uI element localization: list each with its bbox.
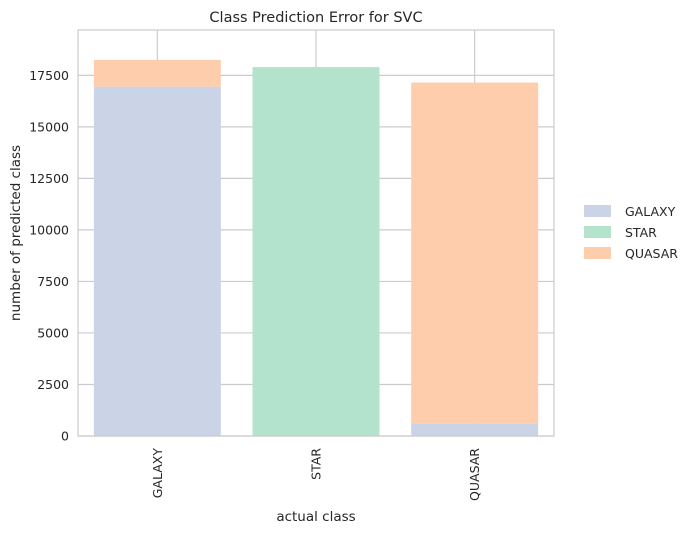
plot-frame [77,29,555,437]
y-axis-ticks: 0 2500 5000 7500 10000 12500 15000 17500 [29,68,69,444]
bar-quasar-quasar [411,82,539,424]
bar-star-star [252,67,380,437]
y-tick-label: 15000 [29,119,69,134]
y-tick-label: 12500 [29,171,69,186]
x-tick-label: STAR [309,448,324,480]
legend-label-star: STAR [625,225,657,240]
y-tick-label: 2500 [37,377,69,392]
y-tick-label: 5000 [37,325,69,340]
bars [93,59,539,437]
x-axis-label: actual class [276,509,355,525]
x-axis-ticks: GALAXY STAR QUASAR [150,448,482,501]
bar-galaxy-galaxy [93,86,221,437]
y-axis-label: number of predicted class [8,145,24,321]
x-tick-label: GALAXY [150,448,165,499]
legend: GALAXY STAR QUASAR [584,204,678,261]
bar-quasar-galaxy [411,423,539,436]
y-tick-label: 10000 [29,222,69,237]
legend-swatch-star [584,226,611,238]
chart-title: Class Prediction Error for SVC [209,10,422,26]
x-tick-label: QUASAR [467,448,482,501]
y-tick-label: 17500 [29,68,69,83]
bar-galaxy-quasar [93,59,221,87]
legend-label-quasar: QUASAR [625,246,678,261]
legend-swatch-galaxy [584,205,611,217]
legend-swatch-quasar [584,247,611,259]
y-tick-label: 0 [61,429,69,444]
y-tick-label: 7500 [37,274,69,289]
legend-label-galaxy: GALAXY [625,204,676,219]
